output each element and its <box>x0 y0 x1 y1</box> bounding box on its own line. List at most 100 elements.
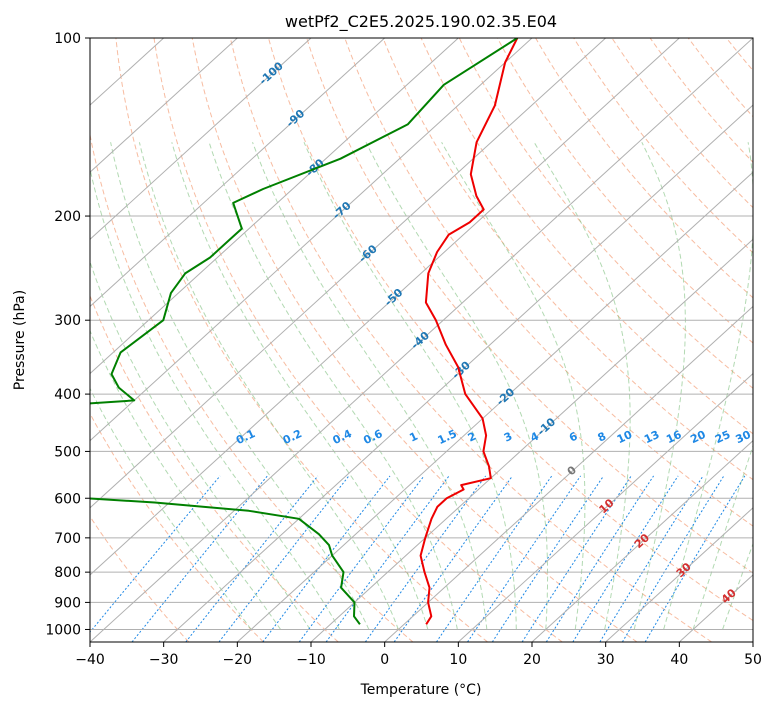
moist-adiabat <box>171 142 429 630</box>
mixing-ratio-label: 25 <box>713 428 732 446</box>
y-tick-label: 600 <box>54 491 81 507</box>
dry-adiabat <box>496 38 753 344</box>
mixing-ratio-line <box>90 475 221 633</box>
x-tick-label: 10 <box>449 652 467 668</box>
isotherm <box>90 38 607 509</box>
mixing-ratio-line <box>364 475 487 642</box>
x-tick-label: 0 <box>380 652 389 668</box>
x-axis-ticks: −40 −30 −20 −10 0 10 20 30 40 50 <box>75 642 762 668</box>
isotherm-label: -100 <box>257 59 286 87</box>
x-axis-label: Temperature (°C) <box>360 682 482 698</box>
y-tick-label: 700 <box>54 531 81 547</box>
mixing-ratio-label: 2 <box>466 430 478 445</box>
isotherm <box>752 641 753 642</box>
mixing-ratio-line <box>131 475 268 642</box>
y-axis-label: Pressure (hPa) <box>12 290 28 390</box>
mixing-ratio-label: 8 <box>596 430 608 445</box>
mixing-ratio-line <box>491 475 605 642</box>
isotherm <box>605 507 753 642</box>
profiles <box>90 38 519 625</box>
y-tick-label: 800 <box>54 565 81 581</box>
y-tick-label: 400 <box>54 387 81 403</box>
x-tick-label: −20 <box>223 652 253 668</box>
y-tick-label: 100 <box>54 31 81 47</box>
dry-adiabat <box>306 38 753 574</box>
dry-adiabat <box>229 38 712 642</box>
mixing-ratio-line <box>545 475 655 642</box>
isotherm <box>90 38 459 375</box>
moist-adiabat <box>110 142 370 630</box>
x-tick-label: 30 <box>597 652 615 668</box>
chart-title: wetPf2_C2E5.2025.190.02.35.E04 <box>285 12 557 32</box>
mixing-ratio-line <box>644 475 746 642</box>
y-tick-label: 900 <box>54 595 81 611</box>
mixing-ratio-label: 3 <box>502 430 514 445</box>
moist-adiabat <box>90 387 252 630</box>
isotherm <box>310 238 753 642</box>
plot-frame <box>89 37 754 643</box>
moist-adiabat <box>722 542 753 630</box>
y-axis-ticks: 100 200 300 400 500 600 700 800 900 1000 <box>45 31 90 638</box>
moist-adiabat <box>208 142 458 630</box>
mixing-ratio-line <box>572 475 679 642</box>
x-tick-label: −10 <box>296 652 326 668</box>
dry-adiabat <box>535 38 753 299</box>
mixing-ratio-line <box>521 475 632 642</box>
x-tick-label: −40 <box>75 652 105 668</box>
moist-adiabat <box>252 142 488 630</box>
x-tick-label: 20 <box>523 652 541 668</box>
dry-adiabat <box>573 38 753 254</box>
mixing-ratio-labels: 0.1 0.2 0.4 0.6 1 1.5 2 3 4 6 8 10 13 16 20 25 30 <box>234 427 753 447</box>
x-tick-label: −30 <box>149 652 179 668</box>
dry-adiabat <box>765 38 775 642</box>
dry-adiabat <box>649 38 753 163</box>
mixing-ratio-label: 1.5 <box>436 427 459 447</box>
dry-adiabat <box>344 38 753 527</box>
moist-adiabat <box>633 141 686 630</box>
moist-adiabat <box>90 166 340 630</box>
mixing-ratio-label: 0.2 <box>281 427 304 447</box>
mixing-ratio-label: 13 <box>642 428 661 446</box>
x-tick-label: 40 <box>670 652 688 668</box>
dry-adiabat <box>90 132 414 642</box>
mixing-ratio-label: 0.1 <box>234 427 257 447</box>
dry-adiabat <box>90 412 264 642</box>
y-tick-label: 300 <box>54 313 81 329</box>
dry-adiabat <box>153 38 563 642</box>
x-tick-label: 50 <box>744 652 762 668</box>
mixing-ratio-label: 20 <box>688 428 708 446</box>
isotherm <box>384 305 753 642</box>
isotherm <box>90 38 238 173</box>
isotherm <box>236 171 753 642</box>
moist-adiabat <box>692 444 753 630</box>
isotherm <box>90 38 533 442</box>
isotherm <box>90 38 312 241</box>
mixing-ratio-label: 16 <box>664 428 684 446</box>
moist-adiabat <box>90 329 282 630</box>
isotherm <box>457 372 753 642</box>
moist-adiabat <box>365 141 549 630</box>
y-tick-label: 1000 <box>45 622 81 638</box>
moist-adiabat <box>138 142 399 630</box>
isotherm <box>163 104 753 642</box>
dry-adiabat <box>420 38 753 435</box>
dewpoint-profile <box>90 38 518 625</box>
isotherm <box>531 439 753 642</box>
grid <box>90 38 753 642</box>
isotherm <box>90 38 680 576</box>
mixing-ratio-label: 30 <box>733 428 753 446</box>
temperature-profile <box>419 38 519 625</box>
dry-adiabat <box>115 38 488 642</box>
isotherm <box>90 38 386 308</box>
mixing-ratio-line <box>325 475 450 642</box>
dry-adiabat <box>268 38 753 622</box>
mixing-ratio-label: 0.4 <box>331 427 354 447</box>
mixing-ratio-line <box>467 475 582 642</box>
moist-adiabat <box>533 141 631 630</box>
moist-adiabat <box>441 141 586 630</box>
y-tick-label: 200 <box>54 209 81 225</box>
moist-adiabat <box>303 142 517 630</box>
mixing-ratio-label: 10 <box>615 428 635 446</box>
